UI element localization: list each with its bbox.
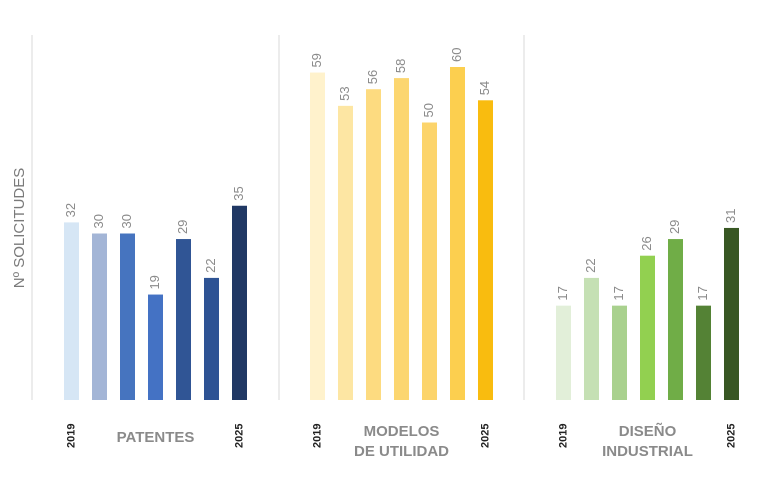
bar-value-label: 30 <box>91 214 106 228</box>
bar-value-label: 29 <box>667 220 682 234</box>
bar-value-label: 35 <box>231 186 246 200</box>
bar <box>120 233 135 400</box>
bar <box>64 222 79 400</box>
bar <box>232 205 247 400</box>
bar <box>204 277 219 400</box>
bar-group: 17 22 17 26 29 17 31 2019 2025 DISEÑO INDUSTRIAL <box>555 208 739 460</box>
bar <box>450 67 465 400</box>
bar <box>612 305 627 400</box>
year-tick-label: 2025 <box>479 424 491 448</box>
group-name-label: DISEÑO <box>619 422 677 440</box>
bar <box>394 78 409 400</box>
bar <box>696 305 711 400</box>
bar <box>310 72 325 401</box>
bar-value-label: 17 <box>611 286 626 300</box>
year-tick-label: 2019 <box>557 424 569 448</box>
bar-value-label: 22 <box>203 258 218 272</box>
bar-value-label: 32 <box>63 203 78 217</box>
bar <box>422 122 437 400</box>
group-name-label: PATENTES <box>117 429 195 446</box>
group-name-label: INDUSTRIAL <box>602 443 693 460</box>
bar-value-label: 29 <box>175 220 190 234</box>
bar-value-label: 17 <box>555 286 570 300</box>
bar <box>584 277 599 400</box>
bar <box>724 227 739 400</box>
year-tick-label: 2019 <box>311 424 323 448</box>
bar <box>338 105 353 400</box>
bar <box>366 89 381 400</box>
bar <box>556 305 571 400</box>
bar <box>176 239 191 400</box>
year-tick-label: 2025 <box>725 424 737 448</box>
y-axis-label: Nº SOLICITUDES <box>11 168 28 289</box>
bar-value-label: 31 <box>723 208 738 222</box>
bar-value-label: 19 <box>147 275 162 289</box>
bar <box>668 239 683 400</box>
bar <box>92 233 107 400</box>
bar-value-label: 26 <box>639 236 654 250</box>
bar-value-label: 58 <box>393 59 408 73</box>
bar-group: 59 53 56 58 50 60 54 2019 2025 MODELOS DE UTILIDAD <box>309 48 493 460</box>
bar-value-label: 22 <box>583 258 598 272</box>
bar-value-label: 56 <box>365 70 380 84</box>
bar-value-label: 17 <box>695 286 710 300</box>
bar-value-label: 30 <box>119 214 134 228</box>
year-tick-label: 2019 <box>65 424 77 448</box>
bar-value-label: 50 <box>421 103 436 117</box>
bar-value-label: 59 <box>309 53 324 67</box>
bar <box>640 255 655 400</box>
bar-value-label: 53 <box>337 86 352 100</box>
bar <box>148 294 163 400</box>
bar-groups: 32 30 30 19 29 22 35 2019 2025 PATENTES 59 53 56 58 50… <box>63 48 739 460</box>
bar-value-label: 60 <box>449 48 464 62</box>
bar <box>478 100 493 401</box>
bar-group: 32 30 30 19 29 22 35 2019 2025 PATENTES <box>63 186 247 448</box>
bar-value-label: 54 <box>477 81 492 95</box>
group-name-label: DE UTILIDAD <box>354 443 449 460</box>
group-name-label: MODELOS <box>364 423 440 440</box>
year-tick-label: 2025 <box>233 424 245 448</box>
